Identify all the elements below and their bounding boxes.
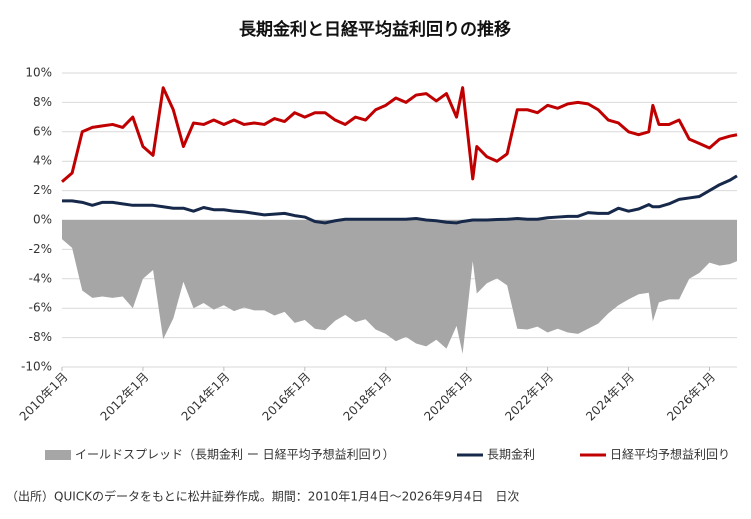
legend-label: 日経平均予想益利回り [610, 447, 730, 462]
series-line [61, 86, 738, 183]
legend-label: イールドスプレッド（長期金利 ー 日経平均予想益利回り） [75, 447, 395, 462]
source-note: （出所）QUICKのデータをもとに松井証券作成。期間：2010年1月4日～202… [6, 489, 519, 504]
y-tick-label: 4% [33, 154, 52, 168]
legend-swatch [45, 450, 71, 460]
y-tick-label: -8% [29, 330, 52, 344]
spread-area [62, 220, 737, 354]
y-tick-label: 0% [33, 213, 52, 227]
legend-label: 長期金利 [487, 447, 535, 462]
y-tick-label: 6% [33, 124, 52, 138]
y-tick-label: 8% [33, 95, 52, 109]
y-tick-label: -4% [29, 271, 52, 285]
y-tick-label: -2% [29, 242, 52, 256]
y-tick-label: -6% [29, 301, 52, 315]
y-tick-label: 10% [25, 66, 52, 80]
chart-title: 長期金利と日経平均益利回りの推移 [239, 19, 511, 40]
series-line [62, 174, 738, 225]
y-tick-label: 2% [33, 183, 52, 197]
y-tick-label: -10% [21, 360, 52, 374]
